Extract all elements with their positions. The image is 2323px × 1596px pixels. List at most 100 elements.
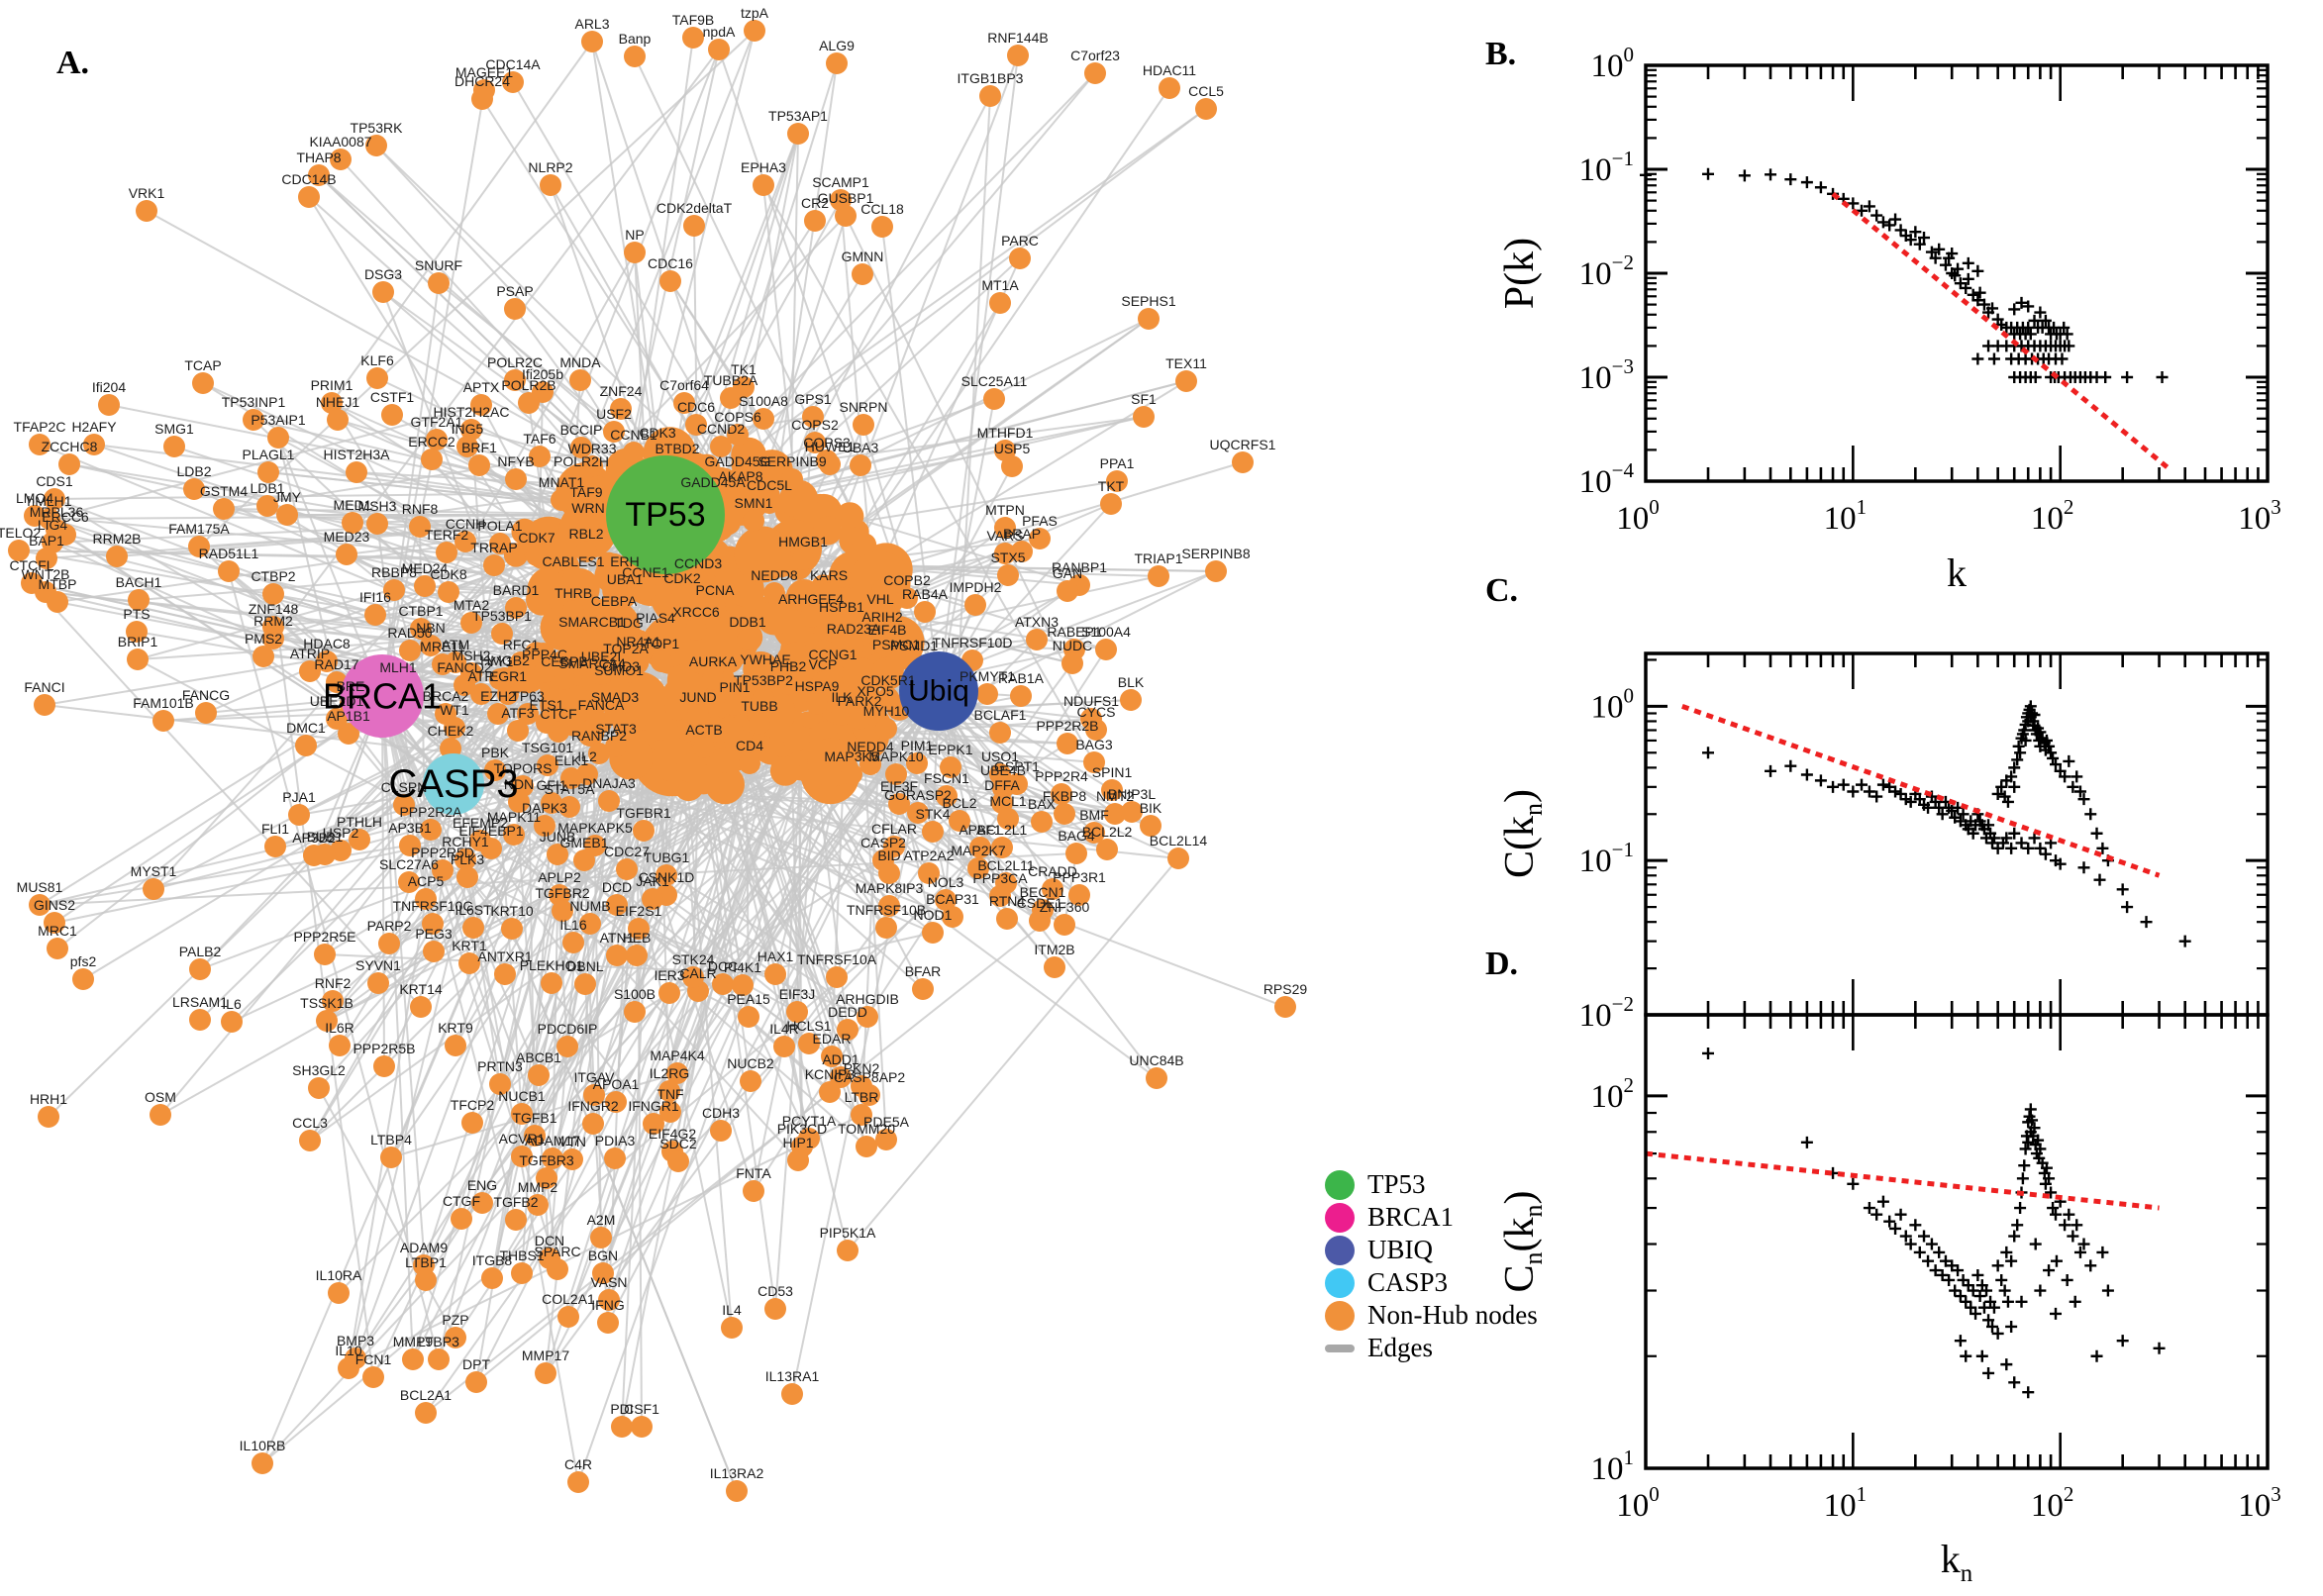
- node-label: UBA3: [843, 440, 879, 455]
- node-label: CCNG1: [808, 647, 857, 662]
- node-label: ATR: [468, 668, 495, 684]
- network-node: [72, 968, 94, 990]
- network-node: [581, 629, 603, 650]
- node-label: UBE2I: [581, 648, 621, 664]
- fit-line: [1681, 704, 2161, 878]
- node-label: IL13RA1: [765, 1368, 820, 1384]
- node-label: TUBG1: [644, 849, 690, 865]
- network-node: [1096, 839, 1118, 860]
- network-node: [1101, 779, 1123, 801]
- network-node: [606, 894, 628, 916]
- node-label: GFI1: [536, 777, 566, 793]
- network-node: [342, 512, 363, 534]
- network-node: [918, 862, 940, 884]
- network-node: [558, 796, 580, 818]
- network-node: [462, 917, 484, 939]
- network-node: [288, 804, 310, 826]
- network-node: [588, 743, 610, 764]
- network-node: [502, 71, 524, 93]
- network-node: [44, 912, 65, 934]
- node-label: HDAC11: [1143, 62, 1196, 78]
- node-label: MTPN: [985, 502, 1025, 518]
- network-node: [1195, 98, 1217, 120]
- node-label: VARS: [986, 528, 1023, 544]
- node-label: FAM101B: [133, 695, 193, 711]
- network-node: [1106, 470, 1128, 492]
- node-label: FSCN1: [924, 770, 969, 786]
- node-label: GMNN: [842, 249, 884, 264]
- legend-label: Non-Hub nodes: [1367, 1300, 1538, 1330]
- node-label: TNFRSF10C: [393, 898, 473, 914]
- node-label: NP: [625, 227, 644, 243]
- network-node: [126, 621, 148, 643]
- network-node: [906, 752, 928, 774]
- node-label: ENG: [467, 1177, 497, 1193]
- tick-label: 100: [1591, 683, 1635, 725]
- node-label: PARK2: [838, 693, 882, 709]
- network-node: [671, 585, 693, 607]
- node-label: CTGF: [443, 1193, 480, 1209]
- node-label: TFAP2C: [14, 419, 66, 435]
- node-label: NOD1: [914, 907, 953, 923]
- node-label: BFAR: [905, 963, 942, 979]
- node-label: EPPK1: [928, 742, 972, 757]
- network-node: [373, 1055, 395, 1077]
- node-label: CFLAR: [871, 821, 917, 837]
- node-label: OSM: [145, 1089, 176, 1105]
- node-label: TAF9: [569, 484, 602, 500]
- node-label: NUCB1: [498, 1088, 546, 1104]
- node-label: SDC2: [659, 1136, 697, 1151]
- network-node: [841, 763, 862, 785]
- node-label: DFFA: [984, 777, 1020, 793]
- node-label: CCND2: [697, 421, 745, 437]
- network-node: [804, 210, 826, 232]
- node-label: MMP2: [518, 1179, 558, 1195]
- node-label: MAPK11: [487, 809, 541, 825]
- node-label: NOL3: [928, 874, 964, 890]
- network-node: [451, 1208, 472, 1230]
- node-label: PIP5K1A: [820, 1225, 876, 1241]
- node-label: MSH3: [358, 498, 397, 514]
- network-node: [445, 651, 466, 673]
- network-node: [749, 713, 770, 735]
- node-label: MCL1: [989, 793, 1027, 809]
- network-node: [1095, 639, 1117, 660]
- node-label: THAP8: [296, 150, 341, 165]
- node-label: MAP4K4: [650, 1047, 704, 1063]
- node-label: TNF: [656, 1086, 683, 1102]
- tick-label: 102: [1591, 1073, 1635, 1115]
- node-label: ZNF360: [1040, 899, 1090, 915]
- network-node: [127, 648, 149, 670]
- network-node: [737, 629, 758, 650]
- network-node: [381, 404, 403, 426]
- node-label: MUS81: [17, 879, 63, 895]
- node-label: CCNH: [446, 516, 485, 532]
- network-node: [152, 710, 174, 732]
- node-label: BCCIP: [560, 422, 603, 438]
- network-node: [551, 489, 572, 511]
- network-node: [720, 387, 742, 409]
- node-label: TGFBR3: [519, 1152, 573, 1168]
- tick-label: 100: [1591, 43, 1635, 84]
- network-node: [802, 406, 824, 428]
- node-label: NEDD4: [847, 739, 894, 754]
- network-node: [338, 1357, 359, 1379]
- network-node: [989, 722, 1011, 744]
- node-label: PBK: [481, 745, 510, 760]
- network-node: [489, 1073, 511, 1095]
- network-node: [997, 808, 1019, 830]
- node-label: NUDC: [1053, 638, 1092, 653]
- node-label: IFNGR1: [628, 1098, 679, 1114]
- node-label: SYVN1: [355, 957, 401, 973]
- node-label: BAG3: [1075, 737, 1113, 752]
- node-label: SLC25A11: [961, 373, 1028, 389]
- network-node: [935, 889, 957, 911]
- network-node: [997, 564, 1019, 586]
- network-node: [189, 958, 211, 980]
- network-node: [534, 661, 556, 683]
- network-node: [511, 1262, 533, 1284]
- node-label: CTBP2: [251, 568, 295, 584]
- node-label: GSPT1: [994, 758, 1040, 774]
- node-label: TRRAP: [470, 540, 517, 555]
- network-node: [628, 918, 650, 940]
